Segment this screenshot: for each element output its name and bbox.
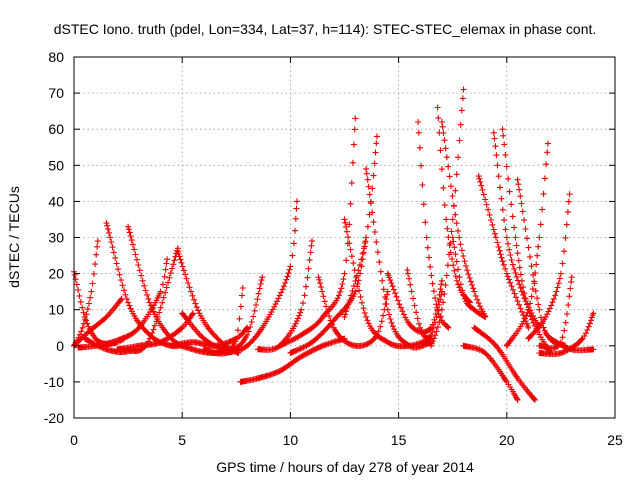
y-tick-label: 20 <box>48 266 64 282</box>
series-markers <box>460 342 521 403</box>
series-arc27 <box>438 119 489 320</box>
series-arc11 <box>179 285 246 353</box>
x-tick-label: 0 <box>70 432 78 448</box>
series-arc13 <box>222 198 300 356</box>
y-tick-label: 70 <box>48 85 64 101</box>
y-tick-labels: -20 -10 0 10 20 30 40 50 60 70 80 <box>44 49 615 426</box>
series-markers <box>179 285 246 353</box>
series-markers <box>503 140 551 349</box>
grid-lines <box>74 57 615 418</box>
series-markers <box>363 165 435 351</box>
x-tick-label: 5 <box>178 432 186 448</box>
series-markers <box>438 119 489 320</box>
series-markers <box>237 335 348 385</box>
series-arc31 <box>475 173 532 331</box>
y-tick-label: 10 <box>48 302 64 318</box>
series-markers <box>341 133 380 320</box>
y-axis-label: dSTEC / TECUs <box>6 186 22 288</box>
series-markers <box>254 238 315 353</box>
y-tick-label: 30 <box>48 230 64 246</box>
series-arc25 <box>428 86 467 349</box>
x-tick-labels: 0 5 10 15 20 25 <box>70 57 623 448</box>
series-markers <box>428 86 467 349</box>
x-tick-label: 15 <box>391 432 407 448</box>
series-arc18 <box>315 274 391 349</box>
series-arc39 <box>547 335 597 354</box>
series-markers <box>222 198 300 356</box>
series-markers <box>415 119 452 331</box>
y-tick-label: 50 <box>48 157 64 173</box>
series-arc32 <box>490 129 543 331</box>
series-markers <box>475 173 532 331</box>
series-markers <box>315 274 391 349</box>
x-tick-label: 25 <box>607 432 623 448</box>
data-series <box>71 86 597 403</box>
series-arc14 <box>237 335 348 385</box>
series-arc16 <box>276 115 359 349</box>
series-markers <box>471 324 538 403</box>
series-arc15 <box>254 238 315 353</box>
series-arc34 <box>503 140 551 349</box>
series-arc19 <box>341 133 380 320</box>
series-markers <box>547 335 597 354</box>
y-tick-label: -10 <box>44 374 64 390</box>
x-axis-label: GPS time / hours of day 278 of year 2014 <box>216 459 474 475</box>
y-tick-label: 0 <box>56 338 64 354</box>
y-tick-label: 80 <box>48 49 64 65</box>
y-tick-label: -20 <box>44 410 64 426</box>
x-tick-label: 20 <box>499 432 515 448</box>
series-arc24 <box>415 119 452 331</box>
series-markers <box>276 115 359 349</box>
series-arc21 <box>363 165 435 351</box>
x-tick-label: 10 <box>283 432 299 448</box>
series-arc28 <box>449 234 489 320</box>
series-markers <box>490 129 543 331</box>
series-arc29 <box>460 342 521 403</box>
chart-title: dSTEC Iono. truth (pdel, Lon=334, Lat=37… <box>54 21 597 37</box>
y-tick-label: 60 <box>48 121 64 137</box>
y-tick-label: 40 <box>48 193 64 209</box>
series-markers <box>449 234 489 320</box>
series-arc30 <box>471 324 538 403</box>
